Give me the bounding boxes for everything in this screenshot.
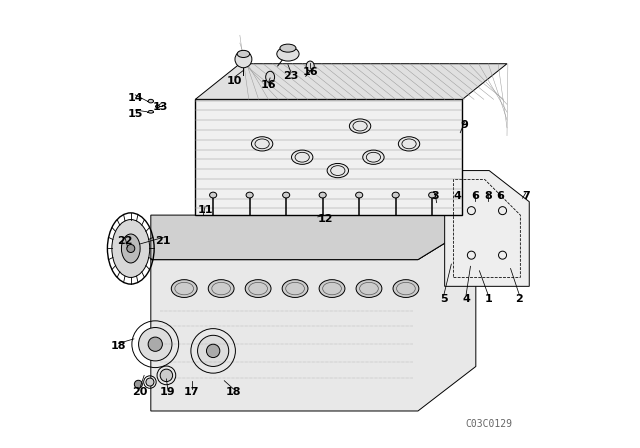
- Ellipse shape: [148, 111, 154, 113]
- Ellipse shape: [266, 71, 275, 83]
- Polygon shape: [195, 99, 463, 215]
- Ellipse shape: [156, 105, 159, 108]
- Ellipse shape: [198, 335, 228, 366]
- Ellipse shape: [356, 280, 382, 297]
- Text: 2: 2: [516, 294, 524, 304]
- Ellipse shape: [363, 150, 384, 164]
- Text: 4: 4: [462, 294, 470, 304]
- Ellipse shape: [356, 192, 363, 198]
- Ellipse shape: [429, 192, 436, 198]
- Ellipse shape: [237, 50, 250, 57]
- Text: 6: 6: [497, 191, 504, 202]
- Ellipse shape: [209, 192, 217, 198]
- Text: 6: 6: [471, 191, 479, 202]
- Ellipse shape: [235, 51, 252, 68]
- Text: 5: 5: [440, 294, 447, 304]
- Ellipse shape: [252, 137, 273, 151]
- Ellipse shape: [139, 327, 172, 361]
- Text: 12: 12: [317, 214, 333, 224]
- Ellipse shape: [277, 47, 299, 61]
- Text: 8: 8: [484, 191, 492, 202]
- Ellipse shape: [245, 280, 271, 297]
- Text: 19: 19: [160, 387, 175, 397]
- Text: 23: 23: [284, 71, 299, 81]
- Ellipse shape: [283, 192, 290, 198]
- Ellipse shape: [122, 234, 140, 263]
- Polygon shape: [195, 64, 507, 99]
- Ellipse shape: [207, 344, 220, 358]
- Ellipse shape: [246, 192, 253, 198]
- Ellipse shape: [127, 245, 135, 253]
- Text: 18: 18: [225, 387, 241, 397]
- Text: 16: 16: [261, 80, 276, 90]
- Text: 20: 20: [132, 387, 147, 397]
- Ellipse shape: [208, 280, 234, 297]
- Polygon shape: [445, 171, 529, 286]
- Ellipse shape: [291, 150, 313, 164]
- Ellipse shape: [319, 280, 345, 297]
- Polygon shape: [151, 224, 476, 260]
- Polygon shape: [151, 188, 476, 260]
- Text: 15: 15: [127, 108, 143, 119]
- Text: C03C0129: C03C0129: [466, 419, 513, 429]
- Text: 11: 11: [197, 205, 213, 215]
- Ellipse shape: [393, 280, 419, 297]
- Ellipse shape: [172, 280, 197, 297]
- Ellipse shape: [148, 99, 154, 103]
- Ellipse shape: [392, 192, 399, 198]
- Text: 1: 1: [484, 294, 492, 304]
- Text: 18: 18: [111, 341, 127, 351]
- Text: 17: 17: [184, 387, 200, 397]
- Ellipse shape: [282, 280, 308, 297]
- Ellipse shape: [112, 220, 150, 277]
- Text: 21: 21: [156, 236, 171, 246]
- Ellipse shape: [398, 137, 420, 151]
- Ellipse shape: [134, 380, 142, 388]
- Ellipse shape: [148, 337, 163, 351]
- Ellipse shape: [280, 44, 296, 52]
- Text: 3: 3: [431, 191, 438, 202]
- Ellipse shape: [306, 61, 314, 71]
- Ellipse shape: [146, 378, 154, 386]
- Text: 7: 7: [522, 191, 529, 202]
- Ellipse shape: [349, 119, 371, 133]
- Ellipse shape: [160, 369, 173, 382]
- Text: 14: 14: [127, 94, 143, 103]
- Text: 13: 13: [153, 102, 168, 112]
- Text: 10: 10: [227, 76, 242, 86]
- Text: 4: 4: [453, 191, 461, 202]
- Text: 16: 16: [302, 67, 318, 77]
- Text: 9: 9: [461, 120, 468, 130]
- Ellipse shape: [327, 164, 349, 178]
- Polygon shape: [151, 224, 476, 411]
- Ellipse shape: [319, 192, 326, 198]
- Text: 22: 22: [117, 236, 132, 246]
